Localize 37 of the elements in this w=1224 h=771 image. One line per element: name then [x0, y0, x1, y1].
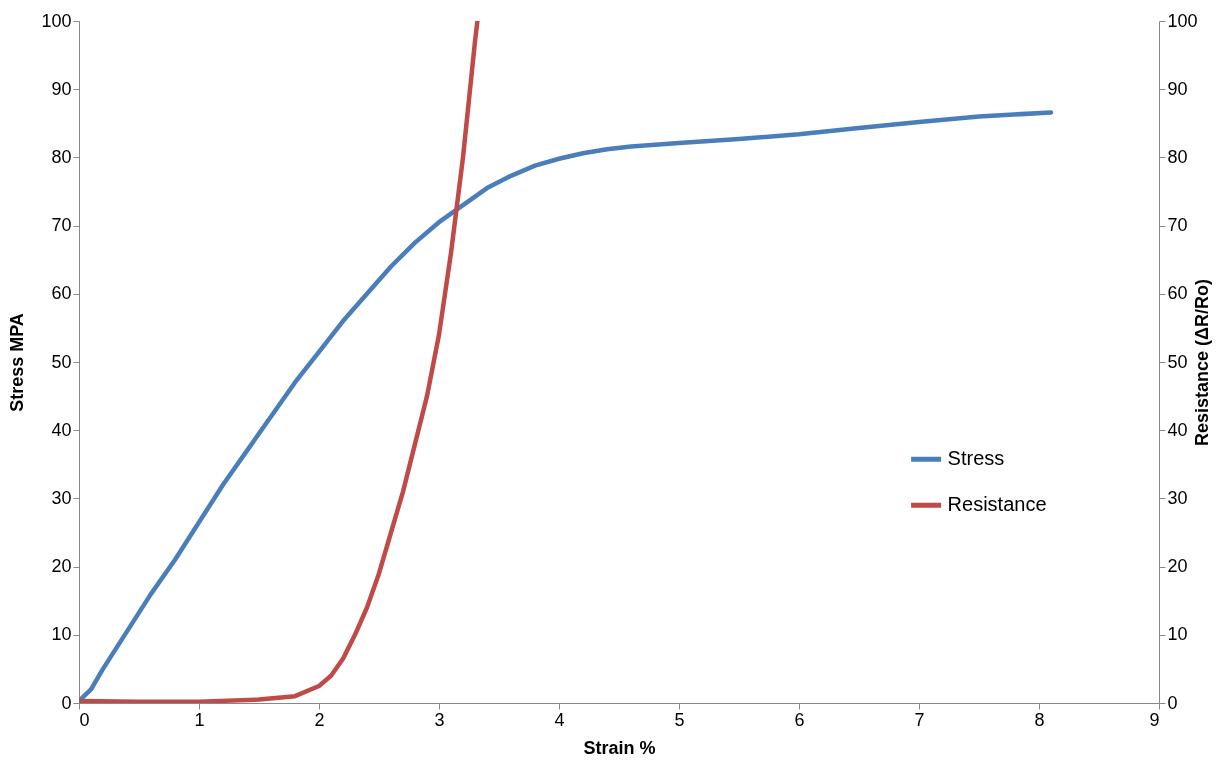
y2-tick-label: 80 [1167, 146, 1188, 167]
x-tick-label: 8 [1034, 709, 1045, 730]
y2-tick-label: 70 [1167, 215, 1188, 236]
y2-tick-label: 60 [1167, 283, 1188, 304]
y-tick-label: 60 [51, 283, 72, 304]
x-tick-label: 3 [434, 709, 445, 730]
y-tick-label: 40 [51, 419, 72, 440]
y-tick-label: 10 [51, 624, 72, 645]
y2-tick-label: 40 [1167, 419, 1188, 440]
legend-label: Resistance [947, 493, 1047, 516]
x-tick-label: 4 [554, 709, 565, 730]
y2-tick-label: 50 [1167, 351, 1188, 372]
y-tick-label: 80 [51, 146, 72, 167]
y-axis-title: Stress MPA [7, 313, 28, 412]
x-tick-label: 6 [794, 709, 805, 730]
y-tick-label: 0 [61, 692, 72, 713]
y-tick-label: 70 [51, 215, 72, 236]
x-tick-label: 0 [79, 709, 90, 730]
y-tick-label: 100 [41, 10, 72, 31]
legend-label: Stress [947, 447, 1005, 470]
y2-tick-label: 100 [1167, 10, 1198, 31]
y2-tick-label: 0 [1167, 692, 1178, 713]
x-tick-label: 2 [314, 709, 325, 730]
y2-tick-label: 30 [1167, 487, 1188, 508]
y-tick-label: 90 [51, 78, 72, 99]
x-tick-label: 1 [194, 709, 205, 730]
y-tick-label: 20 [51, 556, 72, 577]
y2-tick-label: 10 [1167, 624, 1188, 645]
y2-tick-label: 90 [1167, 78, 1188, 99]
y2-axis-title: Resistance (ΔR/Ro) [1191, 279, 1212, 446]
x-tick-label: 5 [674, 709, 685, 730]
x-tick-label: 7 [914, 709, 925, 730]
y2-tick-label: 20 [1167, 556, 1188, 577]
x-axis-title: Strain % [583, 737, 656, 758]
x-tick-label: 9 [1149, 709, 1160, 730]
y-tick-label: 30 [51, 487, 72, 508]
y-tick-label: 50 [51, 351, 72, 372]
